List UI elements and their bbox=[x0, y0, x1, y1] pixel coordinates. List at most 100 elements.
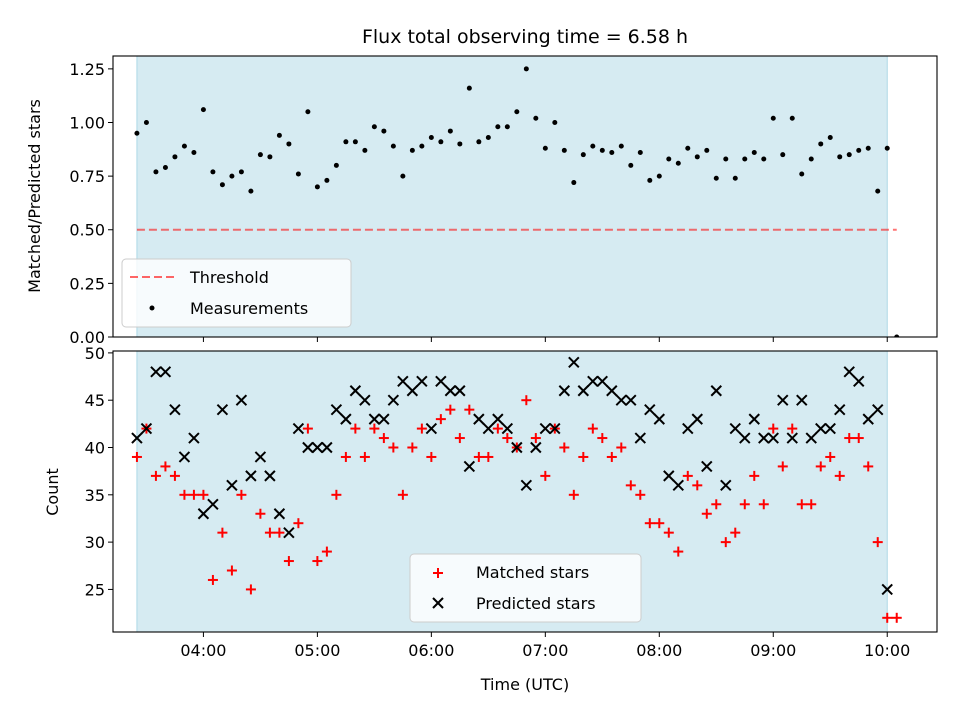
measurement-point bbox=[457, 141, 463, 147]
matched-star-point bbox=[777, 461, 788, 472]
measurement-point bbox=[865, 145, 871, 151]
matched-star-point bbox=[682, 470, 693, 481]
matched-star-point bbox=[559, 442, 570, 453]
predicted-star-point bbox=[378, 413, 390, 425]
predicted-star-point bbox=[710, 385, 722, 397]
matched-star-point bbox=[340, 451, 351, 462]
measurement-point bbox=[637, 150, 643, 156]
measurement-point bbox=[343, 139, 349, 145]
matched-star-point bbox=[245, 584, 256, 595]
measurement-point bbox=[295, 171, 301, 177]
top-legend-box bbox=[121, 258, 352, 328]
matched-star-point bbox=[454, 433, 465, 444]
matched-star-point bbox=[692, 480, 703, 491]
measurement-point bbox=[210, 169, 216, 175]
measurement-point bbox=[200, 107, 206, 113]
matched-star-point bbox=[578, 451, 589, 462]
predicted-star-point bbox=[216, 403, 229, 416]
predicted-star-point bbox=[140, 422, 153, 435]
measurement-point bbox=[742, 156, 748, 162]
predicted-star-point bbox=[834, 403, 846, 416]
measurement-point bbox=[704, 147, 710, 153]
measurement-point bbox=[172, 154, 178, 160]
matched-star-point bbox=[540, 470, 551, 481]
matched-star-point bbox=[891, 612, 902, 623]
measurement-point bbox=[514, 109, 520, 115]
x-tick-label: 08:00 bbox=[636, 641, 682, 660]
x-tick: 04:00 bbox=[180, 632, 226, 660]
matched-star-point bbox=[711, 499, 722, 510]
matched-star-point bbox=[796, 499, 807, 510]
measurement-point bbox=[552, 119, 558, 125]
predicted-star-point bbox=[159, 366, 172, 378]
matched-star-point bbox=[236, 489, 247, 500]
legend-matched-swatch bbox=[433, 568, 443, 578]
matched-star-point bbox=[863, 461, 874, 472]
matched-star-point bbox=[521, 395, 532, 406]
measurement-point bbox=[447, 128, 453, 134]
matched-star-point bbox=[806, 499, 817, 510]
predicted-star-point bbox=[245, 470, 257, 482]
predicted-star-point bbox=[739, 432, 751, 444]
measurement-point bbox=[533, 115, 539, 121]
measurement-point bbox=[656, 173, 662, 179]
matched-star-point bbox=[492, 423, 503, 434]
predicted-star-point bbox=[720, 479, 732, 492]
y-tick: 0.00 bbox=[69, 328, 113, 347]
measurement-point bbox=[685, 145, 691, 151]
x-tick: 06:00 bbox=[408, 632, 454, 660]
x-tick-label: 05:00 bbox=[294, 641, 340, 660]
predicted-star-point bbox=[853, 375, 865, 387]
measurement-point bbox=[333, 162, 339, 168]
predicted-star-point bbox=[416, 375, 428, 387]
x-tick-label: 07:00 bbox=[522, 641, 568, 660]
y-tick-label: 25 bbox=[85, 580, 105, 599]
matched-star-point bbox=[264, 527, 275, 538]
predicted-star-point bbox=[881, 583, 893, 596]
predicted-star-point bbox=[644, 403, 656, 416]
y-tick-label: 0.75 bbox=[69, 167, 105, 186]
matched-star-point bbox=[226, 565, 237, 576]
count-points bbox=[131, 356, 902, 623]
legend-matched-label: Matched stars bbox=[476, 563, 589, 582]
predicted-star-point bbox=[663, 470, 675, 482]
matched-star-point bbox=[834, 470, 845, 481]
matched-star-point bbox=[473, 451, 484, 462]
predicted-star-point bbox=[520, 479, 533, 492]
measurement-point bbox=[789, 115, 795, 121]
predicted-star-point bbox=[235, 394, 248, 406]
predicted-star-point bbox=[349, 385, 362, 397]
predicted-star-point bbox=[207, 498, 219, 510]
matched-star-point bbox=[407, 442, 418, 453]
measurement-point bbox=[257, 152, 263, 158]
measurement-point bbox=[732, 175, 738, 181]
predicted-star-point bbox=[701, 460, 713, 473]
predicted-star-point bbox=[758, 432, 770, 444]
predicted-star-point bbox=[511, 441, 523, 454]
predicted-star-point bbox=[425, 422, 438, 435]
measurement-point bbox=[409, 147, 415, 153]
y-tick-label: 50 bbox=[85, 344, 105, 363]
predicted-star-point bbox=[435, 375, 447, 387]
predicted-star-point bbox=[131, 432, 143, 444]
measurement-point bbox=[713, 175, 719, 181]
matched-star-point bbox=[350, 423, 361, 434]
measurement-point bbox=[884, 145, 890, 151]
measurement-point bbox=[191, 150, 197, 156]
measurement-point bbox=[590, 143, 596, 149]
measurement-point bbox=[618, 143, 624, 149]
measurement-point bbox=[571, 180, 577, 186]
x-tick: 07:00 bbox=[522, 632, 568, 660]
predicted-star-point bbox=[169, 403, 181, 416]
measurement-point bbox=[229, 173, 235, 179]
predicted-star-point bbox=[691, 413, 703, 425]
predicted-star-point bbox=[340, 413, 352, 425]
predicted-star-point bbox=[777, 394, 789, 406]
count-panel: 25 30 35 40 45 50 04:00 05:00 06:00 07:00 08:00 09… bbox=[43, 344, 938, 694]
predicted-star-point bbox=[492, 413, 504, 425]
y-tick: 35 bbox=[85, 486, 113, 505]
y-tick-label: 0.25 bbox=[69, 274, 105, 293]
measurement-point bbox=[799, 171, 805, 177]
x-tick: 09:00 bbox=[750, 632, 796, 660]
